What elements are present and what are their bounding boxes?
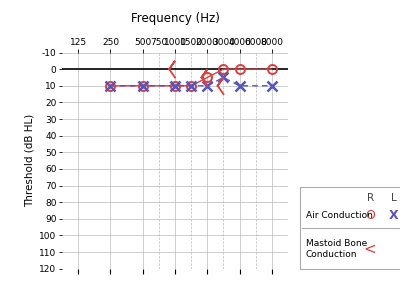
Text: Frequency (Hz): Frequency (Hz) xyxy=(130,13,220,25)
Text: Air Conduction: Air Conduction xyxy=(306,211,373,220)
Text: L: L xyxy=(391,193,397,203)
Text: 3000: 3000 xyxy=(212,38,235,47)
Text: 6000: 6000 xyxy=(244,38,267,47)
Text: X: X xyxy=(389,209,399,222)
Text: Mastoid Bone
Conduction: Mastoid Bone Conduction xyxy=(306,239,367,259)
Text: <: < xyxy=(364,241,376,256)
Text: 1500: 1500 xyxy=(180,38,203,47)
Y-axis label: Threshold (dB HL): Threshold (dB HL) xyxy=(25,114,35,207)
Text: 750: 750 xyxy=(150,38,168,47)
Text: R: R xyxy=(367,193,374,203)
Text: O: O xyxy=(365,209,375,222)
